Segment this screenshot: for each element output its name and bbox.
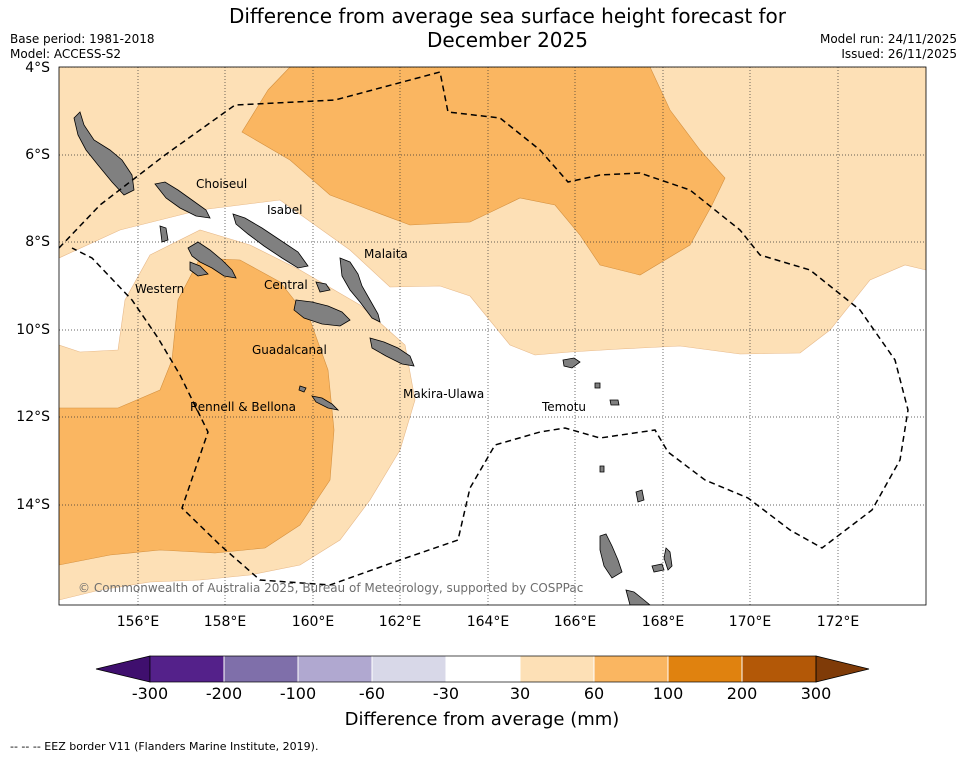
eez-border — [59, 71, 909, 586]
lat-label-14s: 14°S — [16, 497, 50, 513]
island-isabel — [232, 213, 309, 269]
colorbar-label-1: -300 — [131, 684, 169, 703]
colorbar-bin-8 — [668, 656, 742, 682]
lat-label-8s: 8°S — [25, 234, 50, 250]
lon-label-170e: 170°E — [728, 614, 772, 630]
island-utupua — [594, 382, 601, 389]
title-line-2: December 2025 — [427, 28, 588, 52]
islands — [73, 111, 673, 605]
region-choiseul: Choiseul — [196, 177, 248, 191]
island-makira — [369, 337, 415, 367]
lon-label-160e: 160°E — [291, 614, 335, 630]
colorbar-label-8: 100 — [652, 684, 684, 703]
island-torres — [599, 465, 605, 473]
region-western: Western — [135, 282, 185, 296]
colorbar-label-2: -200 — [205, 684, 243, 703]
gridlines — [59, 67, 926, 605]
lat-label-6s: 6°S — [25, 147, 50, 163]
map-title: Difference from average sea surface heig… — [180, 4, 835, 52]
lon-label-166e: 166°E — [553, 614, 597, 630]
title-line-1: Difference from average sea surface heig… — [228, 4, 787, 28]
base-period: Base period: 1981-2018 — [10, 32, 155, 46]
lat-label-12s: 12°S — [16, 409, 50, 425]
eez-legend-note: -- -- -- EEZ border V11 (Flanders Marine… — [10, 740, 319, 753]
colorbar-label-10: 300 — [800, 684, 832, 703]
colorbar-frame — [149, 655, 817, 683]
island-banks — [635, 489, 645, 503]
map-frame — [58, 66, 927, 606]
lon-label-172e: 172°E — [816, 614, 860, 630]
model-name: Model: ACCESS-S2 — [10, 47, 122, 61]
island-western-1 — [73, 111, 135, 196]
colorbar-bin-9 — [742, 656, 816, 682]
region-isabel: Isabel — [267, 203, 303, 217]
colorbar-label-7: 60 — [583, 684, 605, 703]
island-pentecost — [651, 563, 665, 573]
colorbar-bin-6 — [520, 656, 594, 682]
island-new-georgia — [187, 241, 237, 279]
region-temotu: Temotu — [542, 400, 587, 414]
anomaly-60-100-north — [241, 67, 726, 276]
region-guadalcanal: Guadalcanal — [252, 343, 327, 357]
island-guadalcanal — [293, 299, 351, 327]
region-rennell-bellona: Rennell & Bellona — [190, 400, 297, 414]
colorbar-bin-5 — [446, 656, 520, 682]
colorbar-title: Difference from average (mm) — [344, 709, 620, 730]
island-vella — [159, 225, 169, 243]
island-rennell — [311, 395, 340, 411]
colorbar-bin-1 — [150, 656, 224, 682]
colorbar-label-4: -60 — [358, 684, 386, 703]
colorbar-label-3: -100 — [279, 684, 317, 703]
region-malaita: Malaita — [364, 247, 408, 261]
colorbar-bin-4 — [372, 656, 446, 682]
colorbar-bin-7 — [594, 656, 668, 682]
colorbar-label-5: -30 — [432, 684, 460, 703]
map-body — [59, 67, 926, 605]
lat-label-10s: 10°S — [16, 322, 50, 338]
meta-left: Base period: 1981-2018 Model: ACCESS-S2 — [10, 32, 155, 62]
colorbar-arrow-high — [815, 655, 870, 683]
issued-date: Issued: 26/11/2025 — [841, 47, 957, 61]
colorbar-bin-2 — [224, 656, 298, 682]
colorbar-label-6: 30 — [509, 684, 531, 703]
island-ranongga — [189, 261, 209, 277]
lat-label-4s: 4°S — [25, 60, 50, 76]
region-makira-ulawa: Makira-Ulawa — [403, 387, 485, 401]
colorbar-bin-3 — [298, 656, 372, 682]
anomaly-60-100-south — [59, 257, 335, 566]
model-run: Model run: 24/11/2025 — [819, 32, 957, 46]
lon-label-168e: 168°E — [641, 614, 685, 630]
lon-label-162e: 162°E — [378, 614, 422, 630]
island-choiseul — [154, 181, 211, 219]
island-vanikoro — [609, 399, 620, 406]
copyright-notice: © Commonwealth of Australia 2025, Bureau… — [78, 581, 584, 595]
colorbar-arrow-low — [95, 655, 151, 683]
island-florida — [315, 281, 331, 293]
lon-label-156e: 156°E — [116, 614, 160, 630]
island-malekula — [625, 589, 651, 605]
meta-right: Model run: 24/11/2025 Issued: 26/11/2025 — [820, 32, 957, 62]
island-maewo — [663, 547, 673, 571]
island-bellona — [298, 385, 307, 393]
island-espiritu-santo — [599, 533, 623, 579]
colorbar-dividers — [223, 656, 743, 682]
island-santa-cruz — [562, 357, 581, 369]
region-central: Central — [264, 278, 308, 292]
lon-label-158e: 158°E — [203, 614, 247, 630]
colorbar-label-9: 200 — [726, 684, 758, 703]
island-malaita — [339, 257, 381, 323]
lon-label-164e: 164°E — [466, 614, 510, 630]
